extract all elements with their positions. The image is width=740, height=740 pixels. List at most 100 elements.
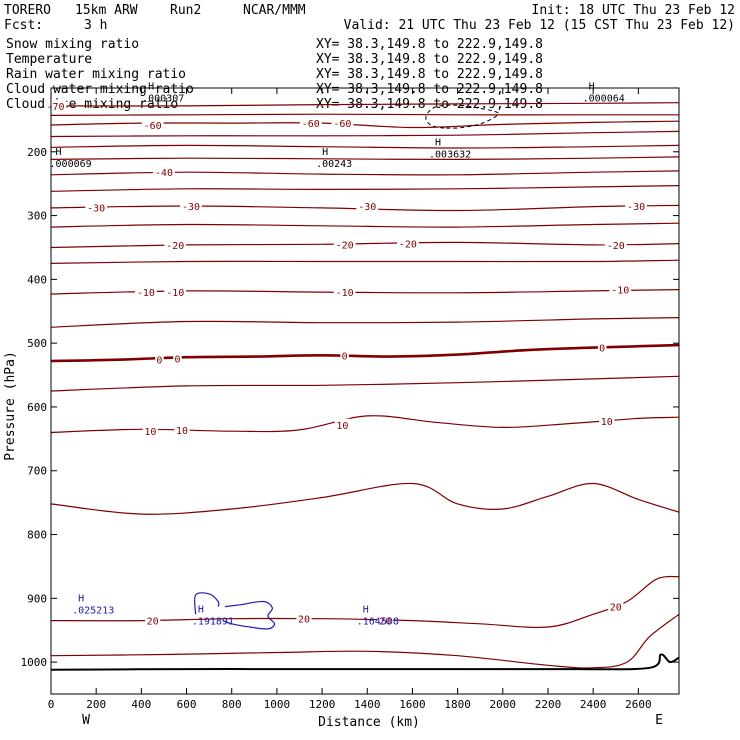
maximum-value: .025213 (72, 606, 114, 617)
contour-label-bg (377, 614, 393, 626)
contour-label: 0 (174, 354, 180, 365)
maximum-value: .164508 (357, 616, 399, 627)
legend-label: Cloud water mixing ratio (6, 82, 194, 97)
contour-label: -30 (358, 202, 376, 213)
forecast-label: Fcst: (4, 18, 43, 33)
y-tick-label: 700 (27, 465, 47, 478)
temperature-contour (50, 222, 680, 228)
terrain (50, 653, 680, 671)
contour-label-bg (164, 286, 187, 298)
maximum-value: .000069 (50, 159, 92, 170)
maximum-value: .000064 (583, 93, 625, 104)
legend-xy: XY= 38.3,149.8 to 222.9,149.8 (316, 52, 543, 67)
contour-label: -20 (336, 240, 354, 251)
legend-label: Temperature (6, 52, 92, 67)
contour-label: -70 (46, 102, 64, 113)
contour-label-bg (597, 341, 607, 353)
y-tick-label: 500 (27, 337, 47, 350)
contour-label-bg (604, 238, 627, 250)
contour-label: 0 (156, 356, 162, 367)
x-tick-label: 2000 (490, 698, 517, 711)
legend-xy: XY= 38.3,149.8 to 222.9,149.8 (316, 67, 543, 82)
legend: Snow mixing ratio XY= 38.3,149.8 to 222.9… (6, 37, 543, 112)
x-tick-label: 2600 (625, 698, 652, 711)
contour-label-bg (625, 200, 647, 212)
org-label: NCAR/MMM (243, 3, 306, 18)
contour-label: 20 (379, 617, 391, 628)
x-axis-title: Distance (km) (318, 715, 420, 730)
contour-labels: -70 -60 -60 -60 -40 -30 -30 -30 -30 -20 -20 -20 -20 -… (44, 99, 647, 628)
x-tick-label: 0 (48, 698, 55, 711)
contour-label: 10 (144, 427, 156, 438)
maximum-marker: H (435, 137, 441, 148)
contour-label: -20 (166, 241, 184, 252)
x-tick-label: 200 (86, 698, 106, 711)
contour-label-bg (333, 238, 356, 250)
contour-label-bg (608, 600, 624, 612)
temperature-contour (50, 185, 680, 192)
contour-label: -10 (611, 286, 629, 297)
x-tick-label: 1800 (444, 698, 471, 711)
maximum-marker: H (56, 147, 62, 158)
cloud-water-contour (222, 600, 276, 630)
y-tick-label: 900 (27, 592, 47, 605)
contour-label: -60 (302, 119, 320, 130)
contour-label-bg (44, 99, 67, 111)
temperature-contour (50, 102, 680, 107)
resolution-label: 15km ARW (75, 3, 138, 18)
contour-label: -20 (607, 241, 625, 252)
contour-label-bg (153, 166, 175, 178)
contour-label-bg (155, 353, 164, 365)
x-tick-label: 1400 (354, 698, 381, 711)
temperature-contour (50, 130, 680, 138)
contour-label: 10 (176, 426, 188, 437)
temperature-contour (50, 317, 680, 328)
header: TORERO 15km ARW Run2 NCAR/MMM Init: 18 U… (4, 3, 735, 33)
temperature-contour (50, 204, 680, 212)
contour-label-bg (599, 414, 615, 426)
plot-frame (50, 87, 680, 695)
east-label: E (655, 713, 663, 728)
temperature-contour (50, 613, 680, 669)
snow-contour (425, 104, 499, 129)
temperature-contour (50, 375, 680, 392)
maximum-value: .000307 (142, 93, 184, 104)
legend-label: Rain water mixing ratio (6, 67, 186, 82)
contour-label: -40 (155, 168, 173, 179)
x-tick-label: 1000 (264, 698, 291, 711)
contour-label: 10 (601, 417, 613, 428)
model-name: TORERO (4, 3, 51, 18)
x-tick-label: 1600 (399, 698, 426, 711)
maximum-marker: H (78, 594, 84, 605)
maximum-value: .003632 (429, 149, 471, 160)
contour-label-bg (296, 612, 312, 624)
contour-label-bg (173, 352, 182, 364)
contour-label-bg (142, 425, 158, 437)
contour-label: -10 (166, 288, 184, 299)
temperature-contour (50, 113, 679, 116)
temperature-contour (50, 343, 680, 363)
plot-area: -70 -60 -60 -60 -40 -30 -30 -30 -30 -20 -20 -20 -20 -… (44, 81, 680, 695)
y-tick-label: 800 (27, 529, 47, 542)
hydrometeor-contours (193, 104, 499, 630)
contour-label: 0 (342, 351, 348, 362)
y-axis-title: Pressure (hPa) (3, 351, 18, 461)
x-tick-label: 600 (177, 698, 197, 711)
contour-label-bg (174, 423, 190, 435)
contour-label-bg (334, 418, 351, 430)
contour-label-bg (164, 238, 187, 250)
contour-label: 20 (147, 617, 159, 628)
maximum-marker: H (589, 81, 595, 92)
contour-label-bg (141, 118, 164, 130)
contour-label: 20 (298, 615, 310, 626)
contour-label-bg (134, 286, 157, 298)
x-axis: 0 200 400 600 800 1000 1200 1400 1600 1800 2000 220… (48, 88, 652, 711)
maximum-marker: H (322, 147, 328, 158)
contour-label-bg (331, 117, 354, 129)
run-label: Run2 (170, 3, 201, 18)
y-tick-label: 400 (27, 273, 47, 286)
x-tick-label: 400 (131, 698, 151, 711)
contour-label-bg (397, 237, 419, 249)
